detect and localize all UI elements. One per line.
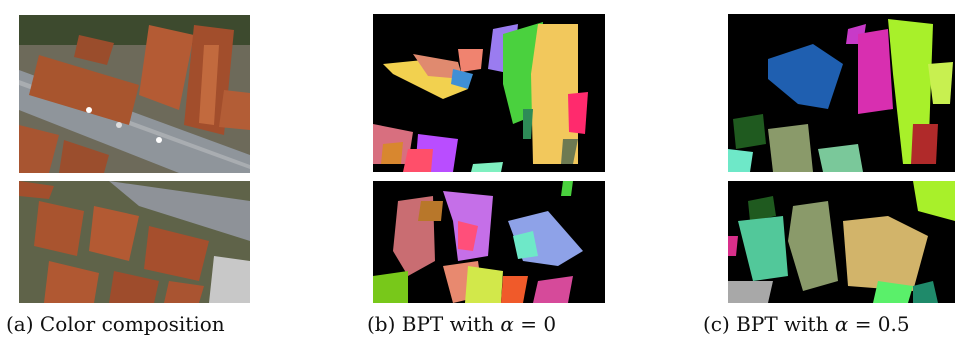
segmentation-alpha-0-top	[373, 14, 605, 172]
caption-a: (a) Color composition	[6, 312, 225, 336]
segmentation-alpha-05-bottom	[728, 181, 955, 303]
aerial-photo-top	[19, 15, 250, 173]
aerial-photo-bottom	[19, 181, 250, 303]
caption-c: (c) BPT with α = 0.5	[703, 312, 910, 336]
caption-b: (b) BPT with α = 0	[367, 312, 557, 336]
segmentation-alpha-05-top	[728, 14, 955, 172]
segmentation-alpha-0-bottom	[373, 181, 605, 303]
